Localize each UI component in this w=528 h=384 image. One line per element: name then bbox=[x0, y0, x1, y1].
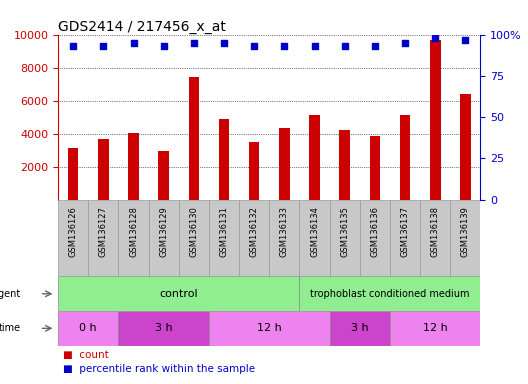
Text: GSM136130: GSM136130 bbox=[190, 206, 199, 257]
Text: 3 h: 3 h bbox=[351, 323, 369, 333]
Bar bbox=[58, 200, 88, 276]
Point bbox=[431, 35, 439, 41]
Text: GSM136139: GSM136139 bbox=[461, 206, 470, 257]
Point bbox=[401, 40, 409, 46]
Bar bbox=[390, 311, 480, 346]
Text: GSM136134: GSM136134 bbox=[310, 206, 319, 257]
Bar bbox=[309, 116, 320, 200]
Bar bbox=[370, 136, 380, 200]
Point bbox=[220, 40, 228, 46]
Text: GSM136127: GSM136127 bbox=[99, 206, 108, 257]
Text: control: control bbox=[159, 289, 198, 299]
Bar bbox=[360, 200, 390, 276]
Bar bbox=[118, 311, 209, 346]
Point bbox=[341, 43, 349, 49]
Point bbox=[280, 43, 289, 49]
Point bbox=[310, 43, 319, 49]
Text: GSM136133: GSM136133 bbox=[280, 206, 289, 257]
Bar bbox=[219, 119, 229, 200]
Text: GSM136131: GSM136131 bbox=[220, 206, 229, 257]
Text: ■  count: ■ count bbox=[63, 350, 109, 360]
Bar bbox=[329, 311, 390, 346]
Bar bbox=[58, 276, 299, 311]
Text: GSM136129: GSM136129 bbox=[159, 206, 168, 257]
Text: GSM136135: GSM136135 bbox=[340, 206, 349, 257]
Text: GSM136136: GSM136136 bbox=[370, 206, 380, 257]
Point bbox=[99, 43, 108, 49]
Bar bbox=[340, 129, 350, 200]
Bar bbox=[249, 142, 259, 200]
Bar bbox=[88, 200, 118, 276]
Bar bbox=[279, 128, 290, 200]
Bar bbox=[329, 200, 360, 276]
Point bbox=[250, 43, 258, 49]
Point bbox=[461, 36, 469, 43]
Bar bbox=[420, 200, 450, 276]
Bar bbox=[299, 276, 480, 311]
Text: GSM136128: GSM136128 bbox=[129, 206, 138, 257]
Text: 0 h: 0 h bbox=[79, 323, 97, 333]
Bar bbox=[460, 94, 470, 200]
Point bbox=[159, 43, 168, 49]
Bar bbox=[128, 133, 139, 200]
Bar bbox=[58, 311, 118, 346]
Bar bbox=[188, 77, 199, 200]
Bar bbox=[390, 200, 420, 276]
Text: 3 h: 3 h bbox=[155, 323, 173, 333]
Text: 12 h: 12 h bbox=[423, 323, 448, 333]
Bar bbox=[209, 311, 329, 346]
Text: GSM136138: GSM136138 bbox=[431, 206, 440, 257]
Text: time: time bbox=[0, 323, 21, 333]
Text: ■  percentile rank within the sample: ■ percentile rank within the sample bbox=[63, 364, 256, 374]
Bar bbox=[179, 200, 209, 276]
Text: GDS2414 / 217456_x_at: GDS2414 / 217456_x_at bbox=[58, 20, 226, 33]
Bar bbox=[430, 40, 440, 200]
Bar bbox=[450, 200, 480, 276]
Bar bbox=[68, 148, 79, 200]
Point bbox=[69, 43, 78, 49]
Text: GSM136126: GSM136126 bbox=[69, 206, 78, 257]
Bar bbox=[98, 139, 109, 200]
Point bbox=[129, 40, 138, 46]
Text: 12 h: 12 h bbox=[257, 323, 281, 333]
Bar bbox=[400, 116, 410, 200]
Point bbox=[371, 43, 379, 49]
Bar bbox=[209, 200, 239, 276]
Bar bbox=[148, 200, 179, 276]
Bar bbox=[299, 200, 329, 276]
Bar bbox=[118, 200, 148, 276]
Bar bbox=[158, 151, 169, 200]
Text: trophoblast conditioned medium: trophoblast conditioned medium bbox=[310, 289, 470, 299]
Text: agent: agent bbox=[0, 289, 21, 299]
Bar bbox=[269, 200, 299, 276]
Text: GSM136132: GSM136132 bbox=[250, 206, 259, 257]
Point bbox=[190, 40, 198, 46]
Bar bbox=[239, 200, 269, 276]
Text: GSM136137: GSM136137 bbox=[401, 206, 410, 257]
